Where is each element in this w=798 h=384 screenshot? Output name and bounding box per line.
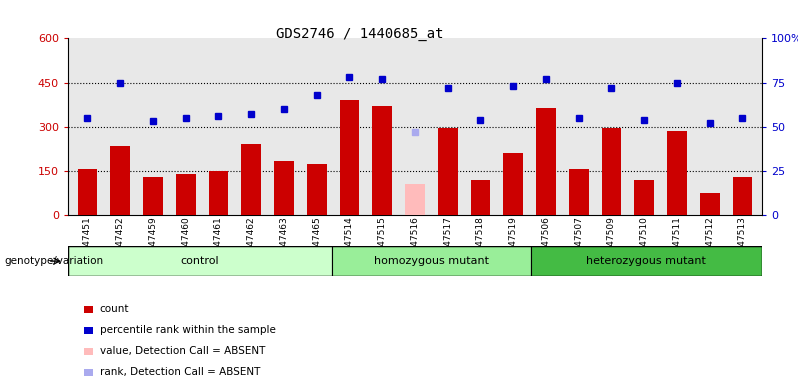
Text: count: count	[100, 304, 129, 314]
Bar	[176, 174, 196, 215]
Text: GDS2746 / 1440685_at: GDS2746 / 1440685_at	[275, 27, 443, 41]
Text: control: control	[181, 256, 219, 266]
Text: value, Detection Call = ABSENT: value, Detection Call = ABSENT	[100, 346, 265, 356]
Bar	[700, 193, 720, 215]
Text: rank, Detection Call = ABSENT: rank, Detection Call = ABSENT	[100, 367, 260, 377]
Bar	[504, 153, 523, 215]
Bar	[569, 169, 588, 215]
Bar	[143, 177, 163, 215]
Bar	[536, 108, 555, 215]
Bar	[733, 177, 753, 215]
Bar	[110, 146, 130, 215]
Bar	[340, 100, 359, 215]
Bar	[667, 131, 687, 215]
Text: percentile rank within the sample: percentile rank within the sample	[100, 325, 275, 335]
Bar	[634, 180, 654, 215]
Bar	[275, 161, 294, 215]
Bar	[208, 172, 228, 215]
Bar	[531, 246, 762, 276]
Bar	[68, 246, 332, 276]
Bar	[405, 184, 425, 215]
Bar	[373, 106, 392, 215]
Bar	[332, 246, 531, 276]
Text: heterozygous mutant: heterozygous mutant	[587, 256, 706, 266]
Text: homozygous mutant: homozygous mutant	[374, 256, 489, 266]
Text: genotype/variation: genotype/variation	[4, 256, 103, 266]
Bar	[241, 144, 261, 215]
Bar	[77, 169, 97, 215]
Bar	[438, 128, 457, 215]
Bar	[471, 180, 490, 215]
Bar	[602, 128, 622, 215]
Bar	[307, 164, 326, 215]
